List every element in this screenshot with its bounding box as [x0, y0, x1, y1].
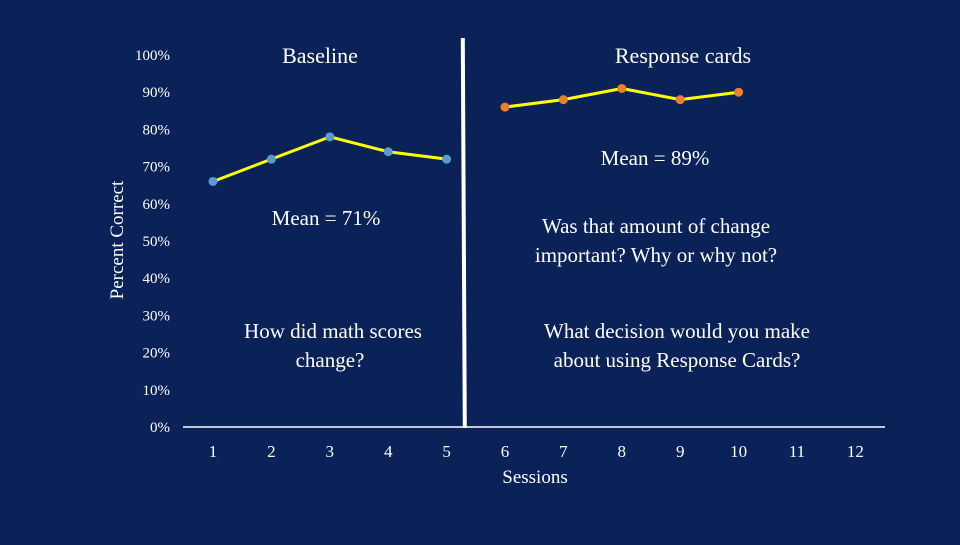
x-tick-label: 3 [326, 442, 335, 461]
series-2-point [734, 87, 744, 97]
x-tick-label: 4 [384, 442, 393, 461]
x-tick-label: 12 [847, 442, 864, 461]
series-1-point [325, 132, 335, 142]
series-1-point [383, 147, 393, 157]
x-tick-label: 11 [789, 442, 805, 461]
x-tick-label: 2 [267, 442, 276, 461]
series-2-point [558, 95, 568, 105]
series-2-point [675, 95, 685, 105]
y-axis-ticks: 0% 10% 20% 30% 40% 50% 60% 70% 80% 90% 100% [135, 48, 170, 436]
series-2-point [617, 83, 627, 93]
x-tick-label: 9 [676, 442, 685, 461]
series-layer [208, 83, 744, 186]
series-1-point [266, 154, 276, 164]
question-left-line-1: How did math scores [244, 319, 422, 343]
y-tick-label: 10% [143, 383, 171, 399]
y-tick-label: 0% [150, 420, 170, 436]
question-right-top-line-1: Was that amount of change [542, 214, 770, 238]
series-2-point [500, 102, 510, 112]
y-tick-label: 80% [143, 122, 171, 138]
x-tick-label: 1 [209, 442, 218, 461]
phase-change-line [460, 37, 467, 429]
x-axis-title: Sessions [502, 467, 567, 488]
y-tick-label: 70% [143, 160, 171, 176]
question-right-bottom-line-2: about using Response Cards? [554, 348, 801, 372]
y-tick-label: 60% [143, 197, 171, 213]
response-mean-label: Mean = 89% [601, 146, 710, 170]
x-tick-label: 6 [501, 442, 510, 461]
series-1-point [208, 176, 218, 186]
series-1-point [442, 154, 452, 164]
x-tick-label: 5 [442, 442, 451, 461]
y-tick-label: 30% [143, 308, 171, 324]
y-tick-label: 50% [143, 234, 171, 250]
question-left-line-2: change? [296, 348, 365, 372]
question-right-top-line-2: important? Why or why not? [535, 243, 777, 267]
phase-label-baseline: Baseline [282, 43, 358, 68]
x-tick-label: 10 [730, 442, 747, 461]
question-right-bottom-line-1: What decision would you make [544, 319, 810, 343]
y-axis-title: Percent Correct [107, 180, 128, 299]
y-tick-label: 40% [143, 271, 171, 287]
phase-label-response-cards: Response cards [615, 43, 751, 68]
x-tick-label: 8 [618, 442, 627, 461]
x-axis-ticks: 1 2 3 4 5 6 7 8 9 10 11 12 [209, 442, 864, 461]
x-tick-label: 7 [559, 442, 568, 461]
y-tick-label: 20% [143, 346, 171, 362]
series-1-line [212, 135, 447, 183]
y-tick-label: 90% [143, 85, 171, 101]
y-tick-label: 100% [135, 48, 170, 64]
baseline-mean-label: Mean = 71% [272, 206, 381, 230]
